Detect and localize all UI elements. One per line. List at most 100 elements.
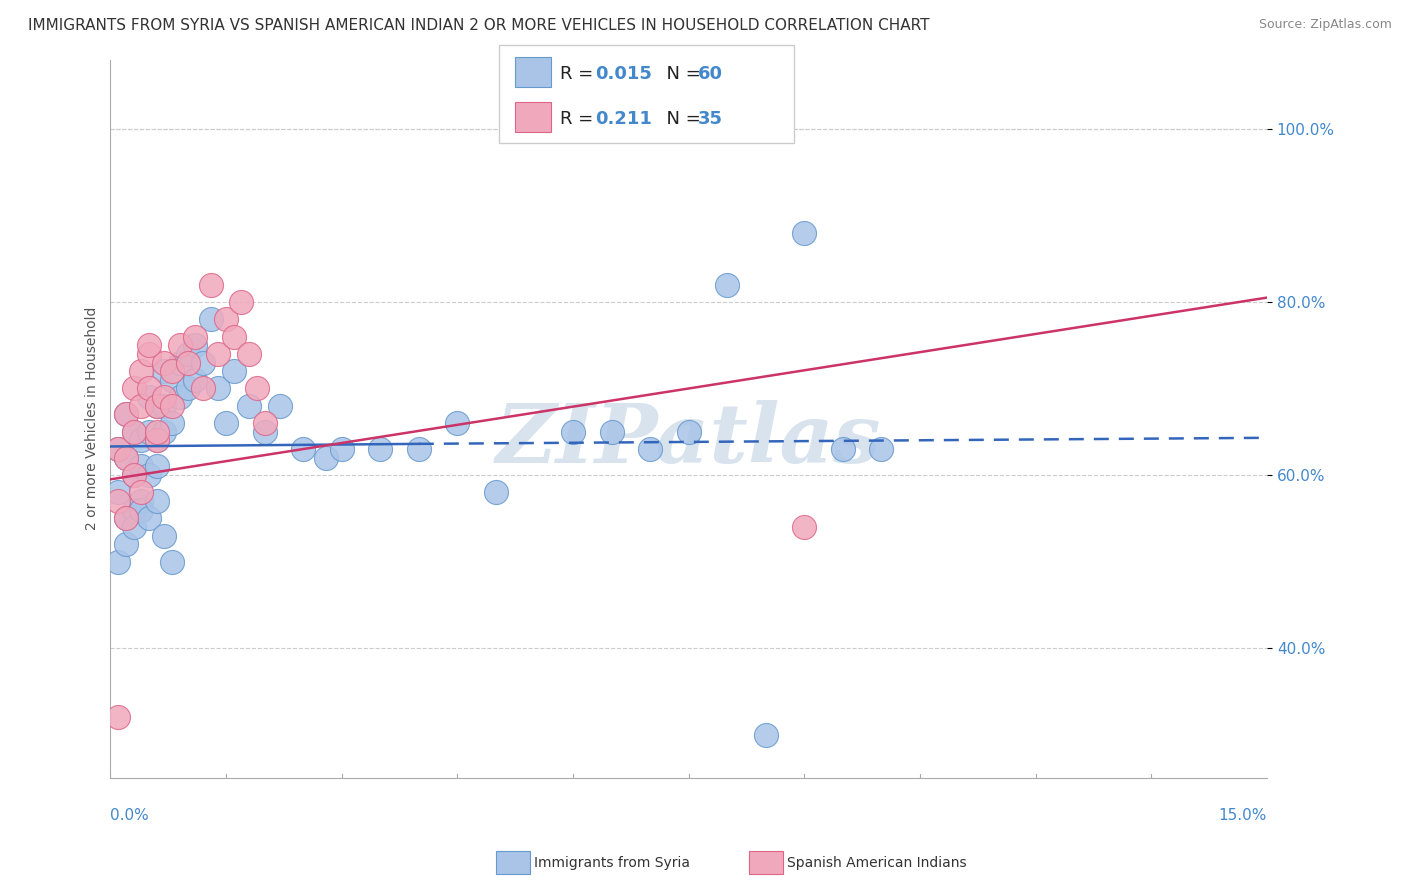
Text: 0.0%: 0.0% [111, 808, 149, 823]
Point [107, 442, 129, 456]
Point [176, 382, 198, 396]
Point [215, 416, 238, 430]
Point [562, 425, 585, 439]
Point [107, 485, 129, 500]
Point [114, 408, 136, 422]
Point [716, 277, 738, 292]
Point [253, 416, 276, 430]
Point [122, 425, 145, 439]
Text: Source: ZipAtlas.com: Source: ZipAtlas.com [1258, 18, 1392, 31]
Point [191, 355, 214, 369]
Point [446, 416, 468, 430]
Point [160, 555, 183, 569]
Text: 35: 35 [697, 110, 723, 128]
Point [114, 511, 136, 525]
Point [793, 226, 815, 240]
Point [292, 442, 315, 456]
Point [215, 312, 238, 326]
Point [368, 442, 391, 456]
Point [129, 459, 152, 474]
Point [122, 425, 145, 439]
Point [207, 347, 229, 361]
Point [153, 528, 176, 542]
Point [160, 373, 183, 387]
Point [129, 364, 152, 378]
Point [138, 511, 160, 525]
Text: 0.211: 0.211 [595, 110, 651, 128]
Point [145, 425, 167, 439]
Point [408, 442, 430, 456]
Point [129, 485, 152, 500]
Point [870, 442, 893, 456]
Point [114, 450, 136, 465]
Point [160, 364, 183, 378]
Point [138, 338, 160, 352]
Point [153, 390, 176, 404]
Point [107, 494, 129, 508]
Point [253, 425, 276, 439]
Point [153, 399, 176, 413]
Text: IMMIGRANTS FROM SYRIA VS SPANISH AMERICAN INDIAN 2 OR MORE VEHICLES IN HOUSEHOLD: IMMIGRANTS FROM SYRIA VS SPANISH AMERICA… [28, 18, 929, 33]
Text: R =: R = [560, 65, 599, 83]
Point [122, 468, 145, 483]
Point [145, 494, 167, 508]
Point [160, 416, 183, 430]
Point [114, 450, 136, 465]
Point [176, 355, 198, 369]
Point [153, 425, 176, 439]
Point [238, 347, 260, 361]
Point [176, 347, 198, 361]
Point [153, 364, 176, 378]
Point [755, 728, 778, 742]
Text: 60: 60 [697, 65, 723, 83]
Point [184, 329, 207, 343]
Point [114, 511, 136, 525]
Point [184, 338, 207, 352]
Point [184, 373, 207, 387]
Point [145, 399, 167, 413]
Text: R =: R = [560, 110, 599, 128]
Point [191, 382, 214, 396]
Point [315, 450, 337, 465]
Point [145, 434, 167, 448]
Point [153, 355, 176, 369]
Point [138, 468, 160, 483]
Point [246, 382, 269, 396]
Point [122, 502, 145, 516]
Point [832, 442, 855, 456]
Point [129, 399, 152, 413]
Point [160, 399, 183, 413]
Text: N =: N = [655, 65, 707, 83]
Point [138, 425, 160, 439]
Point [169, 338, 191, 352]
Text: ZIPatlas: ZIPatlas [496, 401, 882, 480]
Point [114, 537, 136, 551]
Point [114, 408, 136, 422]
Point [129, 434, 152, 448]
Text: 15.0%: 15.0% [1219, 808, 1267, 823]
Point [107, 710, 129, 724]
Point [138, 382, 160, 396]
Point [222, 329, 245, 343]
Point [793, 520, 815, 534]
Point [238, 399, 260, 413]
Point [169, 390, 191, 404]
Point [207, 382, 229, 396]
Point [485, 485, 508, 500]
Text: Immigrants from Syria: Immigrants from Syria [534, 855, 690, 870]
Text: N =: N = [655, 110, 707, 128]
Point [122, 520, 145, 534]
Point [122, 468, 145, 483]
Point [107, 442, 129, 456]
Point [600, 425, 623, 439]
Point [638, 442, 661, 456]
Point [678, 425, 700, 439]
Text: 0.015: 0.015 [595, 65, 651, 83]
Text: Spanish American Indians: Spanish American Indians [787, 855, 967, 870]
Point [145, 434, 167, 448]
Point [129, 494, 152, 508]
Point [145, 459, 167, 474]
Point [200, 312, 222, 326]
Point [122, 382, 145, 396]
Point [330, 442, 353, 456]
